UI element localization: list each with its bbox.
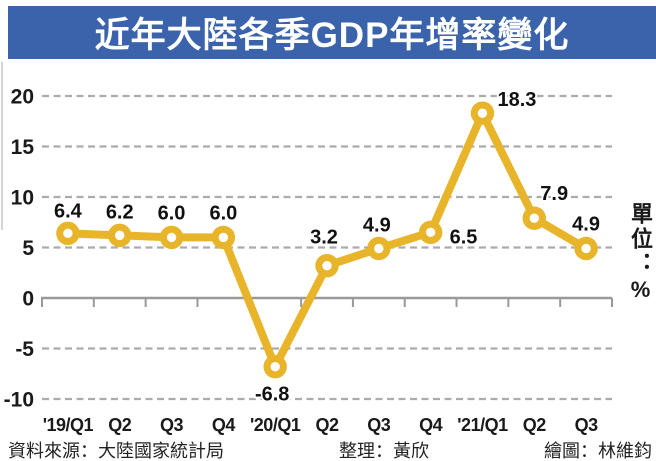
unit-label: 單位：% — [628, 202, 653, 305]
data-point — [470, 101, 495, 125]
editor-credit: 整理：黃欣 — [339, 441, 429, 461]
data-label: -6.8 — [255, 384, 289, 406]
y-axis-label: -10 — [4, 389, 34, 412]
x-axis-label: '20/Q1 — [250, 415, 301, 435]
x-axis-label: '21/Q1 — [457, 415, 508, 435]
y-axis-label: 0 — [22, 288, 34, 311]
x-axis-label: Q3 — [160, 415, 184, 435]
data-point — [367, 236, 391, 261]
x-axis-label: Q2 — [315, 415, 339, 435]
data-point — [418, 220, 443, 245]
data-label: 6.0 — [158, 202, 186, 224]
data-label: 6.2 — [106, 201, 134, 223]
y-axis-label: 5 — [22, 237, 34, 260]
y-axis-label: 15 — [11, 136, 35, 159]
data-label: 18.3 — [497, 89, 536, 111]
x-axis-label: Q3 — [575, 415, 599, 435]
data-point — [56, 221, 80, 246]
x-axis-label: Q2 — [108, 415, 132, 435]
data-label: 6.0 — [209, 202, 237, 224]
data-point — [108, 223, 132, 248]
y-axis-label: 20 — [11, 86, 34, 109]
data-label: 6.5 — [450, 226, 478, 248]
data-source-credit: 資料來源：大陸國家統計局 — [8, 441, 224, 461]
illustrator-credit: 繪圖：林維鈞 — [544, 441, 652, 461]
data-point — [522, 206, 546, 230]
data-point — [159, 225, 184, 250]
data-label: 4.9 — [363, 215, 391, 237]
title-banner: 近年大陸各季GDP年增率變化 — [8, 6, 656, 59]
data-label: 3.2 — [310, 227, 338, 249]
x-axis-label: Q2 — [523, 415, 547, 435]
x-axis-label: Q3 — [367, 415, 391, 435]
x-axis-label: Q4 — [212, 415, 236, 435]
data-label: 4.9 — [572, 214, 600, 236]
chart-title: 近年大陸各季GDP年增率變化 — [94, 16, 570, 55]
x-axis-label: '19/Q1 — [43, 415, 94, 435]
y-axis-label: -5 — [15, 338, 34, 361]
data-label: 7.9 — [540, 183, 568, 205]
data-point — [574, 236, 598, 261]
data-label: 6.4 — [54, 200, 83, 222]
x-axis-label: Q4 — [419, 415, 443, 435]
data-point — [315, 253, 339, 278]
data-point — [263, 354, 287, 379]
data-point — [211, 225, 236, 250]
y-axis-label: 10 — [11, 187, 34, 210]
